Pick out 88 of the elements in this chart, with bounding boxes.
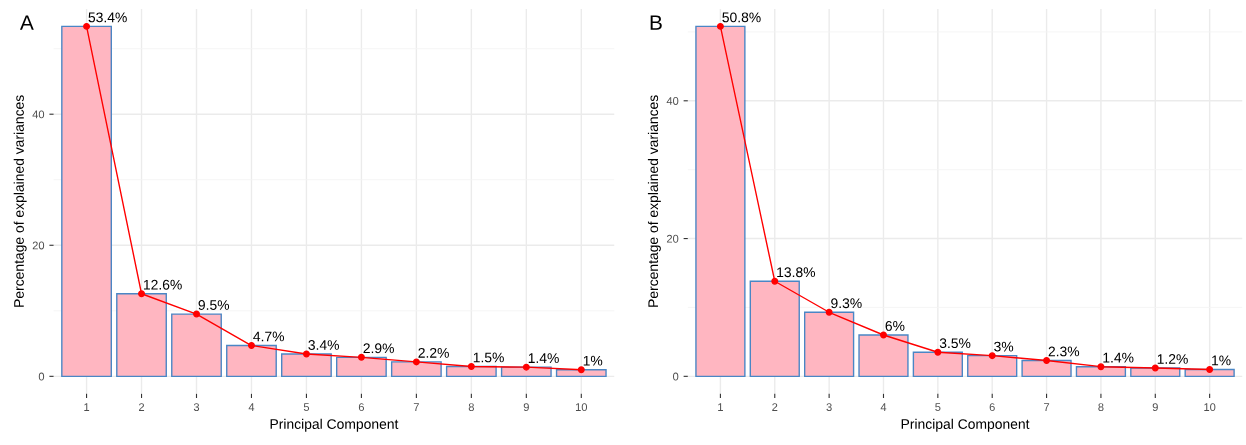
point [880, 331, 887, 339]
y-tick-label: 40 [32, 110, 45, 119]
bar [281, 353, 332, 378]
x-tick-label: 9 [1152, 403, 1158, 412]
point [247, 342, 255, 350]
x-tick-label: 8 [1098, 403, 1104, 412]
x-tick-label: 2 [139, 403, 145, 411]
x-tick-label: 10 [1204, 403, 1216, 412]
bar [803, 311, 855, 378]
x-tick-label: 6 [989, 403, 995, 412]
data-label: 3.5% [939, 338, 971, 349]
data-label: 1.5% [473, 352, 504, 363]
x-tick-label: 9 [523, 403, 529, 412]
bar [61, 25, 112, 378]
data-label: 1% [583, 355, 603, 366]
y-axis-title: Percentage of explained variances [13, 95, 27, 307]
point [1151, 364, 1159, 372]
bar [858, 334, 909, 378]
bar [390, 361, 442, 378]
point [1043, 357, 1051, 364]
point [988, 352, 996, 360]
point [467, 363, 475, 370]
x-tick-label: 6 [358, 403, 365, 412]
bar [1021, 359, 1072, 378]
x-tick-label: 4 [880, 403, 887, 411]
y-tick-label: 40 [666, 97, 679, 105]
data-label: 13.8% [777, 267, 816, 278]
data-label: 2.9% [363, 343, 394, 354]
point [771, 277, 779, 285]
point [138, 290, 146, 298]
data-label: 1.4% [528, 353, 559, 363]
bar [116, 293, 167, 378]
point [1206, 365, 1214, 373]
point [193, 310, 200, 318]
bar [171, 313, 222, 378]
bar [967, 354, 1018, 378]
x-tick-label: 1 [84, 403, 90, 411]
chart-title: A [19, 15, 34, 30]
point [522, 363, 530, 371]
x-tick-label: 5 [935, 403, 941, 412]
point [1097, 363, 1105, 371]
data-label: 2.3% [1048, 346, 1080, 357]
chart-title: B [650, 15, 662, 30]
data-label: 1% [1212, 355, 1231, 366]
x-tick-label: 3 [826, 403, 832, 412]
data-label: 50.8% [722, 12, 761, 23]
data-label: 1.4% [1103, 352, 1134, 363]
point [716, 22, 724, 30]
x-axis-title: Principal Component [270, 418, 399, 432]
x-tick-label: 10 [575, 403, 588, 412]
data-label: 2.2% [418, 347, 449, 358]
data-label: 1.2% [1157, 354, 1188, 364]
x-tick-label: 3 [193, 403, 200, 412]
y-tick-label: 20 [32, 241, 45, 250]
y-tick-label: 20 [666, 234, 679, 243]
x-tick-label: 2 [772, 403, 778, 411]
point [934, 348, 942, 356]
point [577, 366, 585, 374]
x-tick-label: 8 [468, 403, 474, 412]
data-label: 6% [885, 321, 905, 331]
data-label: 53.4% [88, 12, 127, 23]
x-tick-label: 5 [303, 403, 310, 412]
bar [695, 25, 746, 378]
point [825, 308, 833, 316]
data-label: 4.7% [253, 331, 285, 342]
x-tick-label: 4 [248, 403, 255, 411]
point [302, 350, 310, 358]
data-label: 12.6% [143, 279, 182, 290]
data-label: 9.5% [198, 300, 230, 310]
y-axis-title: Percentage of explained variances [647, 95, 661, 307]
point [83, 22, 91, 30]
y-tick-label: 0 [673, 372, 679, 381]
x-tick-label: 7 [413, 403, 419, 411]
data-label: 3% [994, 341, 1014, 352]
x-tick-label: 1 [718, 403, 723, 411]
x-axis-title: Principal Component [901, 418, 1030, 432]
data-label: 3.4% [308, 340, 339, 350]
point [412, 358, 420, 366]
data-label: 9.3% [831, 298, 862, 309]
bar [445, 365, 497, 378]
bar [749, 280, 800, 378]
point [357, 353, 365, 361]
bar [912, 351, 964, 378]
bar [335, 356, 387, 378]
bar [555, 369, 607, 378]
bar [226, 344, 277, 378]
y-tick-label: 0 [38, 372, 45, 381]
x-tick-label: 7 [1044, 403, 1050, 411]
